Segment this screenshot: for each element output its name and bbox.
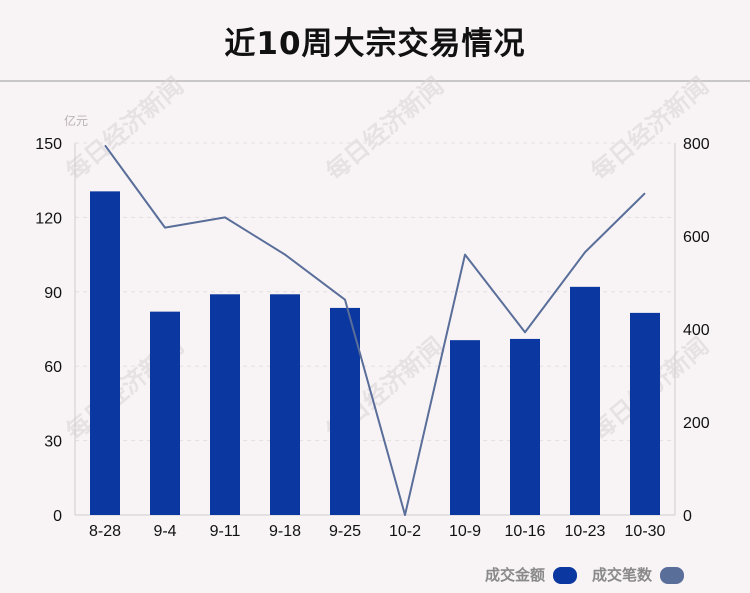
x-tick-label: 10-23 xyxy=(565,523,606,540)
x-tick-label: 9-4 xyxy=(153,523,176,540)
bar-9-4 xyxy=(150,311,180,515)
x-tick-label: 10-30 xyxy=(625,523,666,540)
watermark-text: 每日经济新闻 xyxy=(320,71,449,186)
right-tick-label: 800 xyxy=(683,136,710,153)
bar-9-25 xyxy=(330,307,360,515)
x-tick-label: 8-28 xyxy=(89,523,121,540)
x-tick-label: 10-2 xyxy=(389,523,421,540)
bar-9-11 xyxy=(210,294,240,515)
x-tick-label: 10-9 xyxy=(449,523,481,540)
watermark-text: 每日经济新闻 xyxy=(60,71,189,186)
right-tick-label: 600 xyxy=(683,229,710,246)
watermark-text: 每日经济新闻 xyxy=(585,71,714,186)
left-axis-unit: 亿元 xyxy=(64,113,88,128)
left-tick-label: 90 xyxy=(44,285,62,302)
legend-swatch-count xyxy=(660,567,684,584)
right-tick-label: 200 xyxy=(683,415,710,432)
chart-title: 近10周大宗交易情况 xyxy=(224,26,526,62)
left-tick-label: 120 xyxy=(35,210,62,227)
left-tick-label: 150 xyxy=(35,136,62,153)
x-tick-label: 9-11 xyxy=(210,523,241,540)
legend: 成交金额 成交笔数 xyxy=(485,566,684,584)
x-tick-label: 9-18 xyxy=(269,523,301,540)
bar-10-16 xyxy=(510,338,540,515)
bar-10-30 xyxy=(630,312,660,515)
left-tick-label: 30 xyxy=(44,434,62,451)
bar-10-9 xyxy=(450,340,480,515)
bar-10-23 xyxy=(570,286,600,515)
legend-swatch-amount xyxy=(553,567,577,584)
x-tick-label: 9-25 xyxy=(329,523,361,540)
bar-8-28 xyxy=(90,191,120,516)
left-tick-label: 60 xyxy=(44,359,62,376)
bar-9-18 xyxy=(270,294,300,515)
line-series xyxy=(104,144,646,516)
legend-label-amount: 成交金额 xyxy=(485,566,545,584)
right-tick-label: 0 xyxy=(683,508,692,525)
title-divider xyxy=(0,80,750,82)
right-tick-label: 400 xyxy=(683,322,710,339)
left-tick-label: 0 xyxy=(53,508,62,525)
legend-label-count: 成交笔数 xyxy=(592,566,653,584)
line-series-path xyxy=(104,144,646,516)
tick-labels: 0 30 60 90 120 150 0 200 400 600 800 8-28 9-4 9-11 9-1… xyxy=(35,113,710,540)
x-tick-label: 10-16 xyxy=(505,523,546,540)
bar-series xyxy=(90,191,660,516)
